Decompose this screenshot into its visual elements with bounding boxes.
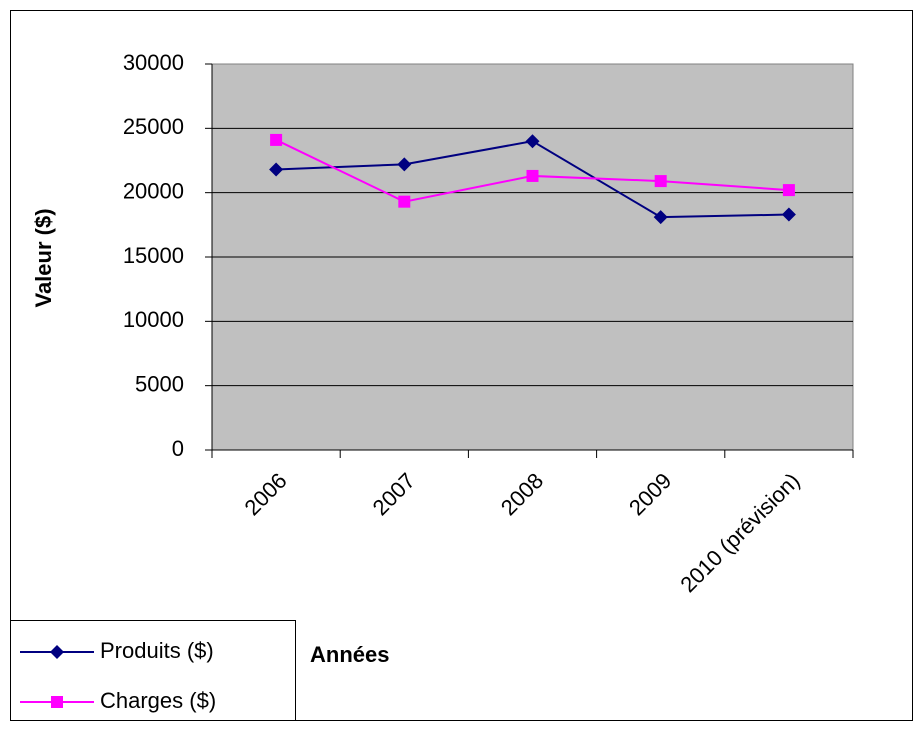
y-tick-label: 0 [172,436,184,461]
legend-label: Produits ($) [100,638,214,663]
data-point [781,207,796,222]
y-tick-label: 30000 [123,50,184,75]
legend-marker [51,696,63,708]
data-point [398,195,411,208]
data-point [782,184,795,197]
data-point [397,157,412,172]
y-axis-title: Valeur ($) [31,208,56,307]
data-point [526,169,539,182]
data-point [525,134,540,149]
y-tick-label: 20000 [123,178,184,203]
y-tick-label: 5000 [135,371,184,396]
legend-marker [50,645,64,659]
x-axis-title: Années [310,642,389,667]
y-tick-label: 10000 [123,307,184,332]
y-tick-label: 15000 [123,243,184,268]
data-point [654,175,667,188]
data-point [270,133,283,146]
y-tick-label: 25000 [123,114,184,139]
legend-label: Charges ($) [100,688,216,713]
data-point [269,162,284,177]
data-point [653,210,668,225]
